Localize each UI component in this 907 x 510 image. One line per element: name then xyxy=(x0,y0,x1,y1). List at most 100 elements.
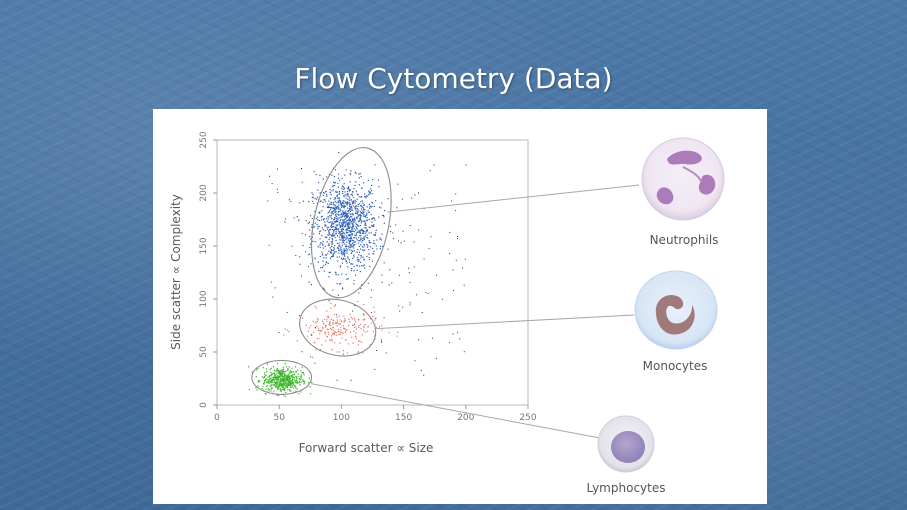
data-point xyxy=(335,322,338,324)
data-point xyxy=(398,274,400,276)
data-point xyxy=(332,253,334,255)
data-point xyxy=(360,255,362,257)
data-point xyxy=(342,253,344,255)
data-point xyxy=(314,197,316,200)
data-point xyxy=(326,228,329,230)
data-point xyxy=(281,378,283,380)
data-point xyxy=(349,202,351,204)
data-point xyxy=(343,202,345,204)
data-point xyxy=(418,229,420,231)
data-point xyxy=(353,237,355,239)
data-point xyxy=(257,381,260,383)
data-point xyxy=(334,271,337,273)
data-point xyxy=(262,367,264,369)
data-point xyxy=(368,191,370,193)
data-point xyxy=(291,374,294,376)
data-point xyxy=(361,334,363,336)
data-point xyxy=(402,230,404,232)
data-point xyxy=(342,225,344,227)
data-point xyxy=(343,328,345,330)
data-point xyxy=(368,257,370,259)
data-point xyxy=(311,334,313,336)
data-point xyxy=(301,351,303,353)
data-point xyxy=(327,212,329,214)
data-point xyxy=(290,383,292,386)
data-point xyxy=(289,380,291,382)
data-point xyxy=(289,370,291,372)
data-point xyxy=(359,229,361,231)
data-point xyxy=(363,264,365,266)
data-point xyxy=(348,209,350,212)
data-point xyxy=(361,212,363,215)
data-point xyxy=(268,375,270,378)
data-point xyxy=(362,230,365,232)
data-point xyxy=(355,274,357,276)
data-point xyxy=(372,217,374,220)
data-point xyxy=(346,204,348,206)
data-point xyxy=(286,386,288,388)
data-point xyxy=(347,186,350,188)
data-point xyxy=(274,375,276,377)
data-point xyxy=(316,320,318,322)
background-events xyxy=(267,164,467,381)
data-point xyxy=(293,384,295,387)
data-point xyxy=(251,371,253,373)
data-point xyxy=(375,200,377,202)
data-point xyxy=(336,242,338,244)
data-point xyxy=(263,376,265,378)
data-point xyxy=(331,252,333,254)
data-point xyxy=(362,239,364,241)
data-point xyxy=(288,383,290,385)
data-point xyxy=(265,378,267,380)
data-point xyxy=(301,381,303,383)
data-point xyxy=(363,236,365,238)
data-point xyxy=(322,247,324,249)
data-point xyxy=(275,372,277,374)
data-point xyxy=(342,186,344,188)
data-point xyxy=(317,216,319,218)
data-point xyxy=(357,256,359,258)
data-point xyxy=(281,373,283,376)
data-point xyxy=(328,229,330,232)
data-point xyxy=(364,233,366,235)
data-point xyxy=(346,329,348,331)
data-point xyxy=(282,376,284,378)
data-point xyxy=(357,215,359,218)
data-point xyxy=(320,267,322,269)
data-point xyxy=(359,231,361,233)
data-point xyxy=(374,311,376,313)
data-point xyxy=(343,188,345,191)
data-point xyxy=(330,241,332,243)
data-point xyxy=(331,349,333,351)
data-point xyxy=(268,388,270,390)
data-point xyxy=(339,319,341,321)
data-point xyxy=(277,381,280,383)
data-point xyxy=(370,242,372,244)
data-point xyxy=(295,255,297,256)
x-tick-label: 50 xyxy=(273,413,285,423)
data-point xyxy=(285,376,287,378)
data-point xyxy=(331,190,333,192)
data-point xyxy=(314,362,316,364)
data-point xyxy=(338,228,340,230)
data-point xyxy=(362,265,364,267)
data-point xyxy=(441,298,443,300)
data-point xyxy=(307,330,310,332)
data-point xyxy=(347,225,349,227)
data-point xyxy=(270,385,272,387)
data-point xyxy=(349,222,351,224)
data-point xyxy=(364,235,367,237)
data-point xyxy=(275,386,277,388)
data-point xyxy=(279,377,281,379)
data-point xyxy=(330,225,332,228)
data-point xyxy=(286,329,288,331)
data-point xyxy=(341,213,343,215)
data-point xyxy=(372,217,374,219)
data-point xyxy=(333,332,335,334)
data-point xyxy=(348,212,350,214)
data-point xyxy=(285,385,287,388)
data-point xyxy=(309,246,311,248)
data-point xyxy=(349,239,351,242)
data-point xyxy=(248,366,250,368)
data-point xyxy=(338,256,340,258)
